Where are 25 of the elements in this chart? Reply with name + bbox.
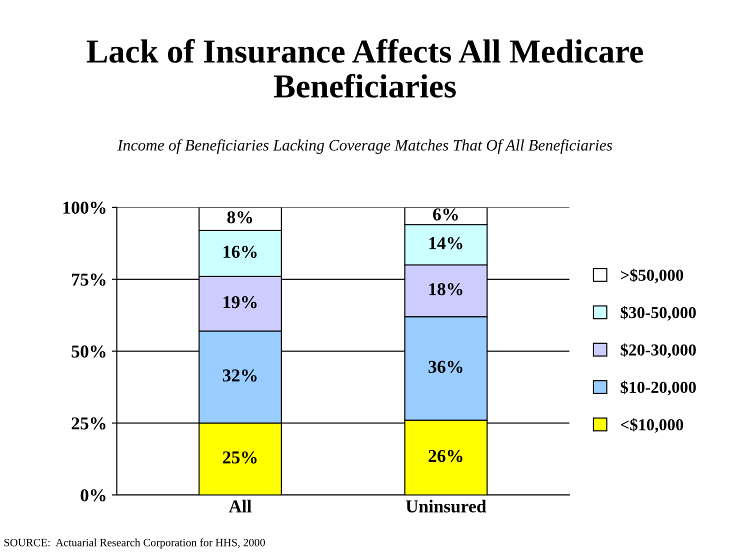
- data-label: 19%: [224, 296, 257, 308]
- data-label: 8%: [227, 211, 252, 224]
- x-tick-label: All: [228, 500, 252, 512]
- data-label: 26%: [428, 450, 462, 462]
- chart-title: Lack of Insurance Affects All Medicare Beneficiaries: [86, 39, 643, 98]
- data-label: 18%: [429, 283, 462, 296]
- data-label: 16%: [224, 246, 257, 258]
- y-tick-label: 75%: [72, 274, 106, 286]
- source-note: SOURCE: Actuarial Research Corporation for HHS, 2000: [4, 538, 265, 549]
- legend-label: >$50,000: [620, 268, 684, 284]
- legend-label: <$10,000: [620, 418, 684, 433]
- data-label: 36%: [428, 360, 462, 373]
- data-label: 25%: [222, 451, 257, 464]
- data-label: 14%: [429, 237, 462, 250]
- legend-label: $30-50,000: [620, 306, 696, 321]
- legend-label: $10-20,000: [620, 380, 696, 396]
- data-label: 32%: [222, 369, 257, 382]
- legend-label: $20-30,000: [620, 343, 696, 358]
- data-label: 6%: [433, 208, 458, 221]
- y-tick-label: 25%: [72, 417, 106, 430]
- y-tick-label: 100%: [63, 202, 106, 214]
- y-tick-label: 0%: [80, 489, 106, 502]
- chart-subtitle: Income of Beneficiaries Lacking Coverage Matches That Of All Beneficiaries: [117, 139, 612, 154]
- y-tick-label: 50%: [72, 345, 106, 358]
- x-tick-label: Uninsured: [406, 500, 486, 513]
